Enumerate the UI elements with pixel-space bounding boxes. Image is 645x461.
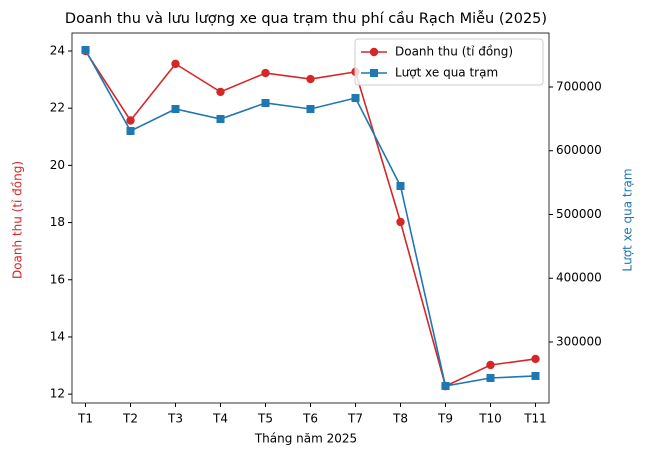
marker [486, 360, 495, 370]
x-tick-label: T4 [212, 412, 228, 426]
x-tick-label: T2 [122, 412, 138, 426]
legend-box [354, 38, 544, 86]
x-tick-label: T5 [257, 412, 273, 426]
plot-frame [71, 32, 550, 404]
y-tick-label: 22 [50, 101, 65, 115]
marker [261, 98, 270, 107]
marker [306, 74, 315, 84]
marker [370, 69, 378, 77]
x-tick-label: T7 [347, 412, 363, 426]
x-tick-label: T8 [392, 412, 408, 426]
marker [216, 114, 225, 123]
x-tick-label: T6 [302, 412, 318, 426]
y-tick-label: 12 [50, 387, 65, 401]
marker [396, 181, 405, 190]
series-line [84, 49, 536, 387]
y2-tick-label: 400000 [556, 271, 602, 285]
legend-label: Lượt xe qua trạm [395, 66, 498, 80]
legend: Doanh thu (tỉ đồng) Lượt xe qua trạm [354, 38, 544, 86]
marker [171, 59, 180, 69]
y-tick-label: 18 [50, 215, 65, 229]
y2-tick-label: 500000 [556, 207, 602, 221]
chart-title: Doanh thu và lưu lượng xe qua trạm thu p… [65, 10, 547, 27]
y2-tick-label: 600000 [556, 143, 602, 157]
x-axis-label: Tháng năm 2025 [254, 432, 357, 446]
marker [81, 46, 90, 55]
legend-label: Doanh thu (tỉ đồng) [395, 45, 513, 59]
marker [486, 374, 495, 383]
marker [306, 104, 315, 113]
y2-tick-label: 700000 [556, 79, 602, 93]
marker [531, 354, 540, 364]
x-tick-label: T1 [77, 412, 93, 426]
y-tick-label: 24 [50, 44, 65, 58]
marker [531, 371, 540, 380]
marker [126, 116, 135, 125]
y-tick-label: 14 [50, 329, 65, 343]
x-tick-label: T3 [167, 412, 183, 426]
marker [441, 381, 450, 390]
y2-tick-label: 300000 [556, 334, 602, 348]
x-tick-label: T9 [437, 412, 453, 426]
y2-axis-label: Lượt xe qua trạm [621, 168, 635, 271]
marker [216, 87, 225, 97]
x-tick-label: T11 [523, 412, 547, 426]
marker [396, 217, 405, 227]
marker [126, 126, 135, 135]
x-tick-label: T10 [478, 412, 502, 426]
series-line [84, 50, 536, 388]
marker [369, 47, 379, 57]
marker [171, 104, 180, 113]
y-tick-label: 16 [50, 272, 65, 286]
marker [261, 68, 270, 78]
y-tick-label: 20 [50, 158, 65, 172]
marker [351, 94, 360, 103]
y-axis-label: Doanh thu (tỉ đồng) [11, 161, 25, 279]
